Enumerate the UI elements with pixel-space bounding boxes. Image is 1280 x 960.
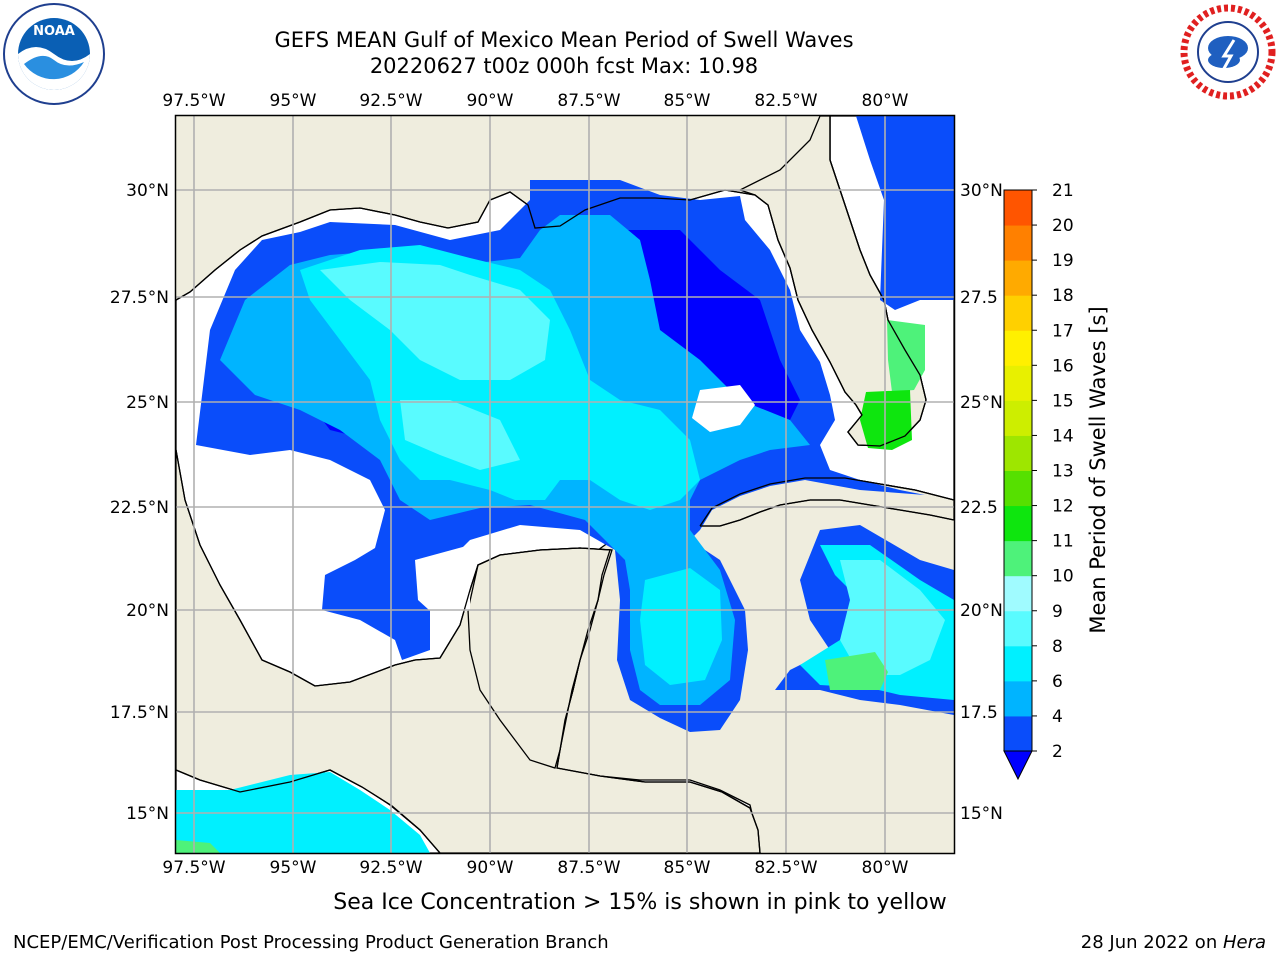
lat-ticks-right: 30°N 27.5 25°N 22.5 20°N 17.5 15°N [960, 181, 1003, 824]
lat-tick: 22.5 [960, 498, 998, 518]
swell-band-6-8-south [640, 568, 722, 685]
svg-text:NOAA: NOAA [33, 24, 75, 39]
colorbar-tick-label: 11 [1052, 532, 1074, 552]
swell-band-9-11 [887, 320, 925, 392]
footer-credit: NCEP/EMC/Verification Post Processing Pr… [13, 932, 609, 953]
colorbar-tick-label: 18 [1052, 286, 1074, 306]
sea-ice-note: Sea Ice Concentration > 15% is shown in … [333, 890, 947, 915]
chart-title: GEFS MEAN Gulf of Mexico Mean Period of … [274, 28, 854, 52]
lon-ticks-bottom: 97.5°W 95°W 92.5°W 90°W 87.5°W 85°W 82.5… [162, 858, 908, 878]
noaa-logo: NOAA [3, 3, 105, 105]
colorbar-tick-label: 8 [1052, 637, 1063, 657]
footer-date-text: 28 Jun 2022 on [1080, 932, 1223, 953]
map-frame [174, 114, 956, 855]
lon-tick: 87.5°W [557, 91, 620, 111]
colorbar-segment [1004, 680, 1032, 717]
colorbar-tick-label: 10 [1052, 567, 1074, 587]
lat-tick: 15°N [960, 804, 1003, 824]
lon-tick: 82.5°W [754, 858, 817, 878]
lon-tick: 95°W [270, 858, 317, 878]
colorbar-tick-label: 12 [1052, 497, 1074, 517]
colorbar-segment [1004, 400, 1032, 436]
colorbar-segment [1004, 470, 1032, 507]
footer-date: 28 Jun 2022 on Hera [1081, 932, 1266, 953]
colorbar-segment [1004, 645, 1032, 682]
colorbar-segment [1004, 610, 1032, 647]
footer-host: Hera [1222, 932, 1266, 953]
swell-band-2-4-east [856, 116, 954, 310]
lon-tick: 80°W [862, 858, 909, 878]
colorbar-label: Mean Period of Swell Waves [s] [1086, 306, 1110, 633]
swell-band-8-9 [320, 262, 550, 380]
colorbar-tick-label: 4 [1052, 707, 1063, 727]
coastlines [176, 116, 954, 853]
colorbar-extend-arrow [1003, 750, 1033, 781]
lat-tick: 27.5 [960, 288, 998, 308]
lat-tick: 20°N [126, 601, 169, 621]
lat-ticks-left: 30°N 27.5°N 25°N 22.5°N 20°N 17.5°N 15°N [110, 181, 169, 824]
colorbar-segment [1004, 190, 1032, 226]
colorbar-tick-label: 19 [1052, 251, 1074, 271]
lon-tick: 97.5°W [162, 858, 225, 878]
lon-tick: 85°W [664, 858, 711, 878]
colorbar-segment [1004, 540, 1032, 577]
colorbar-segment [1004, 435, 1032, 471]
swell-field [176, 116, 954, 853]
lat-tick: 17.5 [960, 703, 998, 723]
colorbar-tick-label: 14 [1052, 426, 1074, 446]
lat-tick: 15°N [126, 804, 169, 824]
lon-tick: 90°W [467, 858, 514, 878]
lon-tick: 90°W [467, 91, 514, 111]
lon-tick: 95°W [270, 91, 317, 111]
colorbar-segment [1004, 225, 1032, 261]
white-hole-1 [692, 385, 755, 432]
colorbar-segment [1004, 715, 1032, 752]
colorbar-tick-label: 20 [1052, 216, 1074, 236]
colorbar-tick-label: 9 [1052, 602, 1063, 622]
lon-tick: 85°W [664, 91, 711, 111]
swell-band-8-9-carib [840, 560, 945, 675]
lon-tick: 97.5°W [162, 91, 225, 111]
map-panel [176, 116, 954, 853]
swell-band-10-11 [860, 390, 912, 450]
lat-tick: 20°N [960, 601, 1003, 621]
white-hole-2 [415, 545, 470, 620]
colorbar-ticks: 2 4 6 8 9 10 11 12 13 14 15 16 17 18 19 20 21 [1032, 181, 1074, 762]
lat-tick: 25°N [126, 393, 169, 413]
nws-logo [1180, 4, 1276, 100]
colorbar-tick-label: 21 [1052, 181, 1074, 201]
swell-band-9-11-sw [176, 840, 220, 853]
colorbar-tick-label: 15 [1052, 391, 1074, 411]
lat-tick: 25°N [960, 393, 1003, 413]
lon-tick: 87.5°W [557, 858, 620, 878]
swell-band-9-11-carib [825, 652, 888, 690]
gridlines [176, 116, 954, 853]
lon-tick: 80°W [862, 91, 909, 111]
lon-tick: 82.5°W [754, 91, 817, 111]
colorbar-tick-label: 17 [1052, 321, 1074, 341]
colorbar [1003, 189, 1033, 781]
colorbar-tick-label: 2 [1052, 742, 1063, 762]
lon-ticks-top: 97.5°W 95°W 92.5°W 90°W 87.5°W 85°W 82.5… [162, 91, 908, 111]
colorbar-segment [1004, 330, 1032, 366]
lat-tick: 30°N [126, 181, 169, 201]
lat-tick: 27.5°N [110, 288, 169, 308]
colorbar-segment [1004, 505, 1032, 542]
colorbar-tick-label: 16 [1052, 356, 1074, 376]
colorbar-segment [1004, 260, 1032, 296]
colorbar-segment [1004, 365, 1032, 401]
lon-tick: 92.5°W [359, 858, 422, 878]
colorbar-tick-label: 6 [1052, 672, 1063, 692]
colorbar-segment [1004, 295, 1032, 331]
colorbar-tick-label: 13 [1052, 462, 1074, 482]
chart-subtitle: 20220627 t00z 000h fcst Max: 10.98 [369, 54, 759, 78]
colorbar-segment [1004, 575, 1032, 612]
lon-tick: 92.5°W [359, 91, 422, 111]
lat-tick: 30°N [960, 181, 1003, 201]
lat-tick: 22.5°N [110, 498, 169, 518]
lat-tick: 17.5°N [110, 703, 169, 723]
